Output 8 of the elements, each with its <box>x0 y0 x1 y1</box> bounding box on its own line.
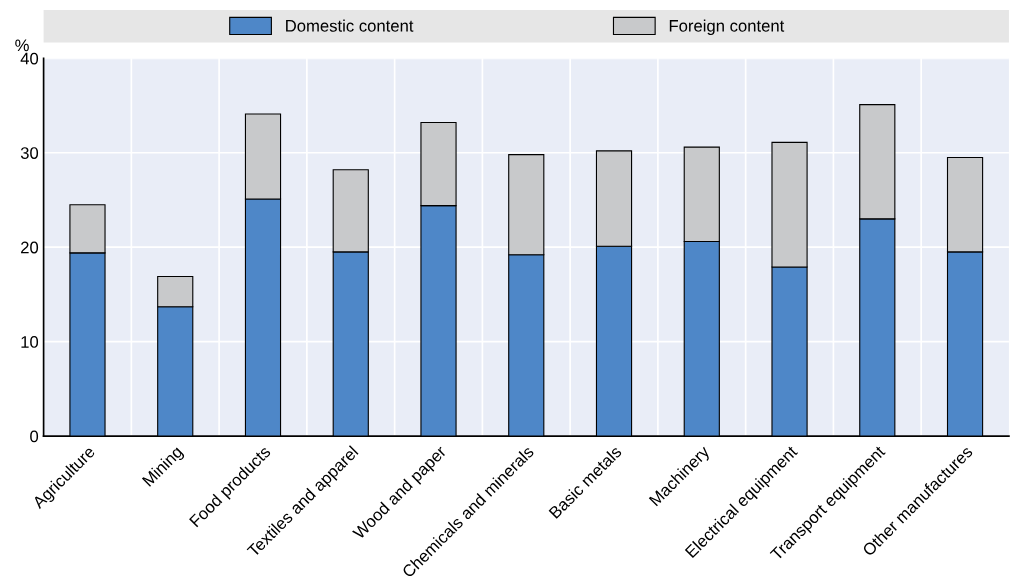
y-tick-label: 40 <box>20 52 39 65</box>
y-tick-label: 10 <box>21 336 39 348</box>
y-tick-label: 20 <box>21 241 39 254</box>
y-axis-title: % <box>15 39 29 52</box>
y-tick-label: 30 <box>20 147 39 159</box>
legend-label: Foreign content <box>669 19 785 36</box>
y-tick-label: 0 <box>30 430 39 443</box>
legend-label: Domestic content <box>286 19 414 32</box>
